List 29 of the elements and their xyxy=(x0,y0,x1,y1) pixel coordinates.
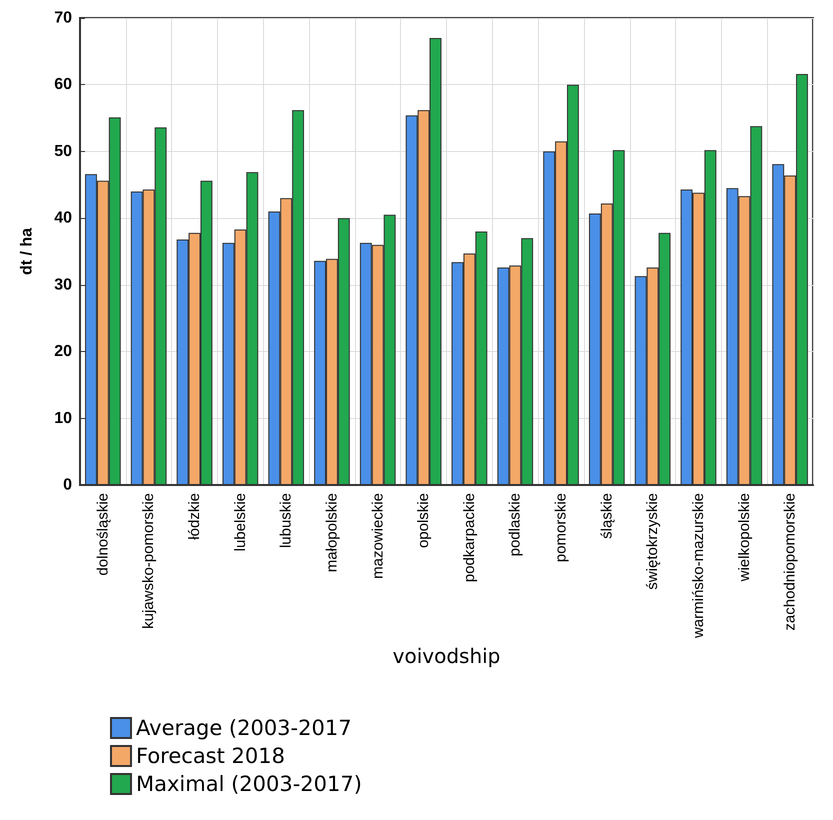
x-tick-label: podkarpackie xyxy=(460,493,478,582)
y-tick-label: 20 xyxy=(54,343,72,360)
y-tick-label: 30 xyxy=(54,276,72,294)
x-tick-label: małopolskie xyxy=(323,493,340,572)
legend-label: Maximal (2003-2017) xyxy=(136,772,362,796)
y-tick-label: 60 xyxy=(54,76,72,94)
x-tick-label: śląskie xyxy=(598,493,616,539)
legend-label: Forecast 2018 xyxy=(136,744,285,768)
x-tick-label: kujawsko-pomorskie xyxy=(140,493,158,629)
x-tick-label: łódzkie xyxy=(186,493,204,540)
y-tick-label: 70 xyxy=(54,10,72,26)
x-tick-label: wielkopolskie xyxy=(736,493,753,582)
x-tick-label: opolskie xyxy=(415,493,432,548)
y-tick-label: 0 xyxy=(63,476,72,494)
y-tick-label: 10 xyxy=(54,410,72,427)
legend-label: Average (2003-2017 xyxy=(136,716,352,740)
x-tick-label: warmińsko-mazurskie xyxy=(690,493,707,640)
y-axis-title: dt / ha xyxy=(18,228,36,276)
y-tick-label: 50 xyxy=(54,142,72,160)
x-tick-label: pomorskie xyxy=(552,493,570,562)
x-tick-label: zachodniopomorskie xyxy=(782,493,799,631)
x-tick-label: świętokrzyskie xyxy=(644,493,662,590)
x-tick-label: mazowieckie xyxy=(369,493,386,579)
x-tick-label: dolnośląskie xyxy=(94,493,112,576)
x-tick-label: podlaskie xyxy=(506,493,524,556)
x-axis-title: voivodship xyxy=(392,644,500,668)
x-tick-label: lubelskie xyxy=(232,493,249,552)
x-tick-label: lubuskie xyxy=(278,493,295,548)
y-tick-label: 40 xyxy=(54,210,72,227)
